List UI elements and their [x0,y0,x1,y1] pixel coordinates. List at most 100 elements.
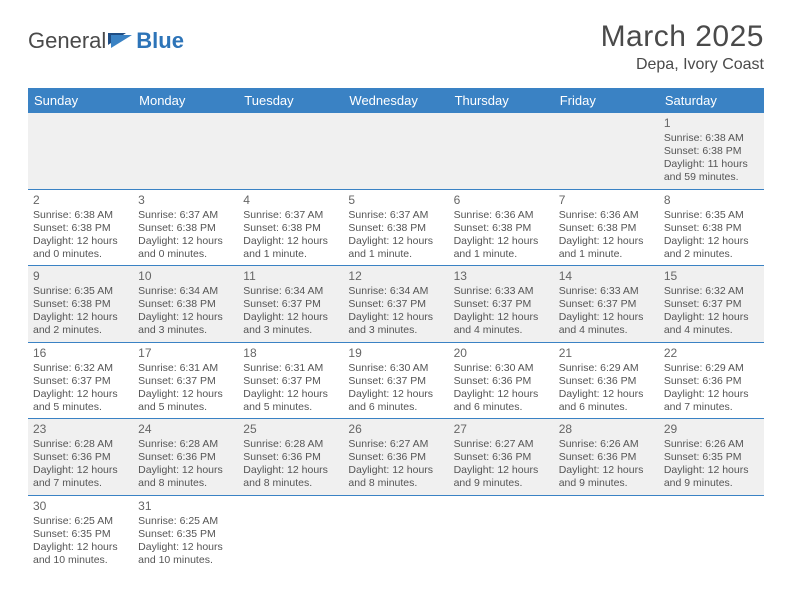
sunrise-text: Sunrise: 6:28 AM [243,438,338,451]
calendar-cell: 18Sunrise: 6:31 AMSunset: 6:37 PMDayligh… [238,342,343,419]
daylight-text: Daylight: 12 hours and 5 minutes. [33,388,128,414]
daylight-text: Daylight: 12 hours and 1 minute. [454,235,549,261]
sunset-text: Sunset: 6:37 PM [559,298,654,311]
day-number: 2 [33,193,128,208]
daylight-text: Daylight: 12 hours and 4 minutes. [559,311,654,337]
page-header: General Blue March 2025 Depa, Ivory Coas… [28,20,764,74]
daylight-text: Daylight: 12 hours and 6 minutes. [454,388,549,414]
sunset-text: Sunset: 6:35 PM [664,451,759,464]
daylight-text: Daylight: 12 hours and 8 minutes. [348,464,443,490]
calendar-cell: 13Sunrise: 6:33 AMSunset: 6:37 PMDayligh… [449,266,554,343]
brand-second: Blue [136,28,184,54]
day-number: 26 [348,422,443,437]
sunset-text: Sunset: 6:36 PM [559,451,654,464]
sunset-text: Sunset: 6:35 PM [33,528,128,541]
calendar-week: 9Sunrise: 6:35 AMSunset: 6:38 PMDaylight… [28,266,764,343]
sunrise-text: Sunrise: 6:31 AM [243,362,338,375]
sunrise-text: Sunrise: 6:38 AM [664,132,759,145]
calendar-cell: 10Sunrise: 6:34 AMSunset: 6:38 PMDayligh… [133,266,238,343]
sunrise-text: Sunrise: 6:33 AM [454,285,549,298]
calendar-week: 30Sunrise: 6:25 AMSunset: 6:35 PMDayligh… [28,495,764,571]
sunrise-text: Sunrise: 6:34 AM [348,285,443,298]
calendar-cell [554,113,659,189]
sunset-text: Sunset: 6:37 PM [348,298,443,311]
sunrise-text: Sunrise: 6:32 AM [33,362,128,375]
sunset-text: Sunset: 6:35 PM [138,528,233,541]
sunrise-text: Sunrise: 6:27 AM [454,438,549,451]
daylight-text: Daylight: 12 hours and 4 minutes. [664,311,759,337]
sunset-text: Sunset: 6:38 PM [454,222,549,235]
dayhead-sat: Saturday [659,88,764,113]
calendar-cell [449,495,554,571]
day-number: 1 [664,116,759,131]
calendar-cell: 7Sunrise: 6:36 AMSunset: 6:38 PMDaylight… [554,189,659,266]
calendar-cell: 21Sunrise: 6:29 AMSunset: 6:36 PMDayligh… [554,342,659,419]
calendar-cell: 2Sunrise: 6:38 AMSunset: 6:38 PMDaylight… [28,189,133,266]
sunset-text: Sunset: 6:37 PM [348,375,443,388]
dayhead-thu: Thursday [449,88,554,113]
calendar-cell: 1Sunrise: 6:38 AMSunset: 6:38 PMDaylight… [659,113,764,189]
sunset-text: Sunset: 6:38 PM [348,222,443,235]
calendar-cell: 29Sunrise: 6:26 AMSunset: 6:35 PMDayligh… [659,419,764,496]
daylight-text: Daylight: 12 hours and 1 minute. [243,235,338,261]
daylight-text: Daylight: 12 hours and 2 minutes. [33,311,128,337]
sunset-text: Sunset: 6:38 PM [243,222,338,235]
sunrise-text: Sunrise: 6:28 AM [33,438,128,451]
calendar-cell: 8Sunrise: 6:35 AMSunset: 6:38 PMDaylight… [659,189,764,266]
sunset-text: Sunset: 6:36 PM [664,375,759,388]
calendar-table: Sunday Monday Tuesday Wednesday Thursday… [28,88,764,571]
sunrise-text: Sunrise: 6:25 AM [138,515,233,528]
sunrise-text: Sunrise: 6:37 AM [138,209,233,222]
calendar-cell: 30Sunrise: 6:25 AMSunset: 6:35 PMDayligh… [28,495,133,571]
day-number: 25 [243,422,338,437]
sunset-text: Sunset: 6:38 PM [33,298,128,311]
sunset-text: Sunset: 6:36 PM [559,375,654,388]
calendar-cell: 15Sunrise: 6:32 AMSunset: 6:37 PMDayligh… [659,266,764,343]
daylight-text: Daylight: 12 hours and 9 minutes. [559,464,654,490]
day-number: 6 [454,193,549,208]
dayhead-wed: Wednesday [343,88,448,113]
calendar-week: 1Sunrise: 6:38 AMSunset: 6:38 PMDaylight… [28,113,764,189]
daylight-text: Daylight: 12 hours and 6 minutes. [559,388,654,414]
daylight-text: Daylight: 12 hours and 4 minutes. [454,311,549,337]
sunset-text: Sunset: 6:37 PM [243,375,338,388]
calendar-body: 1Sunrise: 6:38 AMSunset: 6:38 PMDaylight… [28,113,764,571]
day-number: 29 [664,422,759,437]
calendar-cell: 5Sunrise: 6:37 AMSunset: 6:38 PMDaylight… [343,189,448,266]
calendar-cell: 4Sunrise: 6:37 AMSunset: 6:38 PMDaylight… [238,189,343,266]
daylight-text: Daylight: 12 hours and 0 minutes. [33,235,128,261]
sunset-text: Sunset: 6:37 PM [664,298,759,311]
daylight-text: Daylight: 12 hours and 6 minutes. [348,388,443,414]
sunrise-text: Sunrise: 6:34 AM [243,285,338,298]
sunrise-text: Sunrise: 6:35 AM [664,209,759,222]
sunset-text: Sunset: 6:38 PM [559,222,654,235]
flag-icon [108,31,134,51]
day-number: 27 [454,422,549,437]
day-number: 21 [559,346,654,361]
sunset-text: Sunset: 6:38 PM [664,145,759,158]
daylight-text: Daylight: 12 hours and 5 minutes. [243,388,338,414]
calendar-cell: 9Sunrise: 6:35 AMSunset: 6:38 PMDaylight… [28,266,133,343]
day-number: 24 [138,422,233,437]
sunset-text: Sunset: 6:36 PM [138,451,233,464]
calendar-cell: 25Sunrise: 6:28 AMSunset: 6:36 PMDayligh… [238,419,343,496]
dayhead-tue: Tuesday [238,88,343,113]
sunset-text: Sunset: 6:36 PM [454,451,549,464]
sunrise-text: Sunrise: 6:34 AM [138,285,233,298]
day-number: 7 [559,193,654,208]
sunset-text: Sunset: 6:38 PM [138,298,233,311]
daylight-text: Daylight: 12 hours and 7 minutes. [664,388,759,414]
calendar-week: 16Sunrise: 6:32 AMSunset: 6:37 PMDayligh… [28,342,764,419]
sunrise-text: Sunrise: 6:38 AM [33,209,128,222]
daylight-text: Daylight: 12 hours and 10 minutes. [33,541,128,567]
day-number: 31 [138,499,233,514]
calendar-cell: 6Sunrise: 6:36 AMSunset: 6:38 PMDaylight… [449,189,554,266]
calendar-week: 23Sunrise: 6:28 AMSunset: 6:36 PMDayligh… [28,419,764,496]
calendar-cell [133,113,238,189]
sunrise-text: Sunrise: 6:30 AM [454,362,549,375]
sunrise-text: Sunrise: 6:33 AM [559,285,654,298]
sunset-text: Sunset: 6:37 PM [454,298,549,311]
calendar-head: Sunday Monday Tuesday Wednesday Thursday… [28,88,764,113]
daylight-text: Daylight: 12 hours and 5 minutes. [138,388,233,414]
sunrise-text: Sunrise: 6:37 AM [243,209,338,222]
